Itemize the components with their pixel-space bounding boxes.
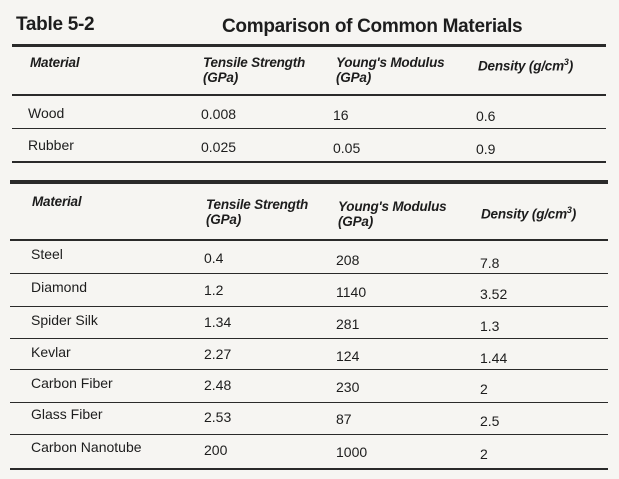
t2-cell-tensile: 1.2 — [204, 282, 224, 298]
t1-cell-youngs: 16 — [333, 107, 349, 123]
t2-header-youngs: Young's Modulus (GPa) — [338, 199, 447, 229]
t2-header-youngs-line2: (GPa) — [338, 214, 374, 229]
t2-header-density-close: ) — [571, 206, 577, 222]
t2-cell-tensile: 200 — [204, 442, 228, 458]
t2-cell-density: 1.3 — [480, 318, 500, 334]
t1-header-density-label: Density (g/cm — [478, 58, 564, 74]
t1-header-density-exp: 3 — [563, 57, 569, 67]
t2-cell-youngs: 230 — [336, 379, 360, 395]
t1-cell-youngs: 0.05 — [333, 140, 361, 156]
t2-cell-youngs: 1140 — [336, 284, 367, 300]
t2-cell-material: Steel — [31, 246, 63, 262]
t1-header-material: Material — [30, 55, 80, 70]
table2-row-divider — [10, 338, 608, 339]
t2-cell-tensile: 0.4 — [204, 250, 224, 266]
t1-cell-material: Wood — [28, 105, 65, 121]
table1-bottom-rule — [12, 161, 606, 163]
t1-header-density-close: ) — [568, 58, 574, 74]
table2-top-rule — [10, 180, 608, 184]
t2-cell-youngs: 1000 — [336, 444, 368, 460]
t2-cell-material: Spider Silk — [31, 312, 98, 328]
t2-cell-tensile: 2.48 — [204, 377, 232, 393]
t1-header-tensile-line1: Tensile Strength — [203, 55, 306, 70]
t2-cell-density: 3.52 — [480, 286, 508, 302]
table2-row-divider — [10, 434, 608, 435]
table2-bottom-rule — [10, 468, 608, 470]
table2-header-rule — [10, 239, 608, 241]
t1-cell-tensile: 0.025 — [201, 139, 237, 155]
t1-cell-density: 0.6 — [476, 108, 496, 124]
t2-cell-material: Carbon Fiber — [31, 375, 113, 391]
t2-cell-material: Carbon Nanotube — [31, 439, 142, 455]
t2-header-density-label: Density (g/cm — [481, 206, 567, 222]
t2-header-tensile-line2: (GPa) — [206, 212, 242, 227]
table1-row-divider — [12, 128, 606, 129]
t2-header-density-exp: 3 — [566, 205, 572, 215]
t2-cell-material: Diamond — [31, 279, 88, 295]
t1-header-youngs-line2: (GPa) — [336, 70, 372, 85]
t1-cell-tensile: 0.008 — [201, 106, 237, 122]
t1-header-youngs-line1: Young's Modulus — [336, 55, 445, 70]
t2-header-material: Material — [32, 194, 82, 209]
t2-cell-material: Kevlar — [31, 344, 71, 360]
t1-header-density: Density (g/cm3) — [478, 55, 573, 74]
t2-cell-density: 1.44 — [480, 350, 508, 366]
table-caption: Table 5-2 Comparison of Common Materials — [14, 12, 605, 42]
t2-cell-youngs: 124 — [336, 348, 360, 364]
t2-header-density: Density (g/cm3) — [481, 203, 576, 222]
t2-cell-density: 2 — [480, 446, 488, 462]
t1-header-youngs: Young's Modulus (GPa) — [336, 55, 445, 85]
table1-top-rule — [12, 44, 606, 47]
t2-header-youngs-line1: Young's Modulus — [338, 199, 447, 214]
t2-cell-tensile: 1.34 — [204, 314, 232, 330]
t2-cell-tensile: 2.53 — [204, 409, 232, 425]
table2-row-divider — [10, 369, 608, 370]
t2-header-tensile: Tensile Strength (GPa) — [206, 197, 308, 227]
t2-cell-youngs: 281 — [336, 316, 360, 332]
t2-cell-tensile: 2.27 — [204, 346, 232, 362]
t2-cell-density: 7.8 — [480, 255, 500, 271]
t2-header-tensile-line1: Tensile Strength — [206, 197, 309, 212]
t1-cell-density: 0.9 — [476, 141, 496, 157]
t2-cell-density: 2 — [480, 381, 488, 397]
table1-header-rule — [12, 94, 606, 96]
table2-row-divider — [10, 273, 608, 274]
t2-cell-youngs: 208 — [336, 252, 360, 268]
table2-row-divider — [10, 402, 608, 403]
table-number: Table 5-2 — [16, 14, 95, 35]
t1-header-tensile-line2: (GPa) — [203, 70, 239, 85]
t1-header-tensile: Tensile Strength (GPa) — [203, 55, 305, 85]
t2-cell-density: 2.5 — [480, 413, 500, 429]
t2-cell-material: Glass Fiber — [31, 406, 103, 422]
table2-row-divider — [10, 306, 608, 307]
table-title: Comparison of Common Materials — [222, 16, 523, 37]
t2-cell-youngs: 87 — [336, 411, 352, 427]
t1-cell-material: Rubber — [28, 137, 74, 153]
